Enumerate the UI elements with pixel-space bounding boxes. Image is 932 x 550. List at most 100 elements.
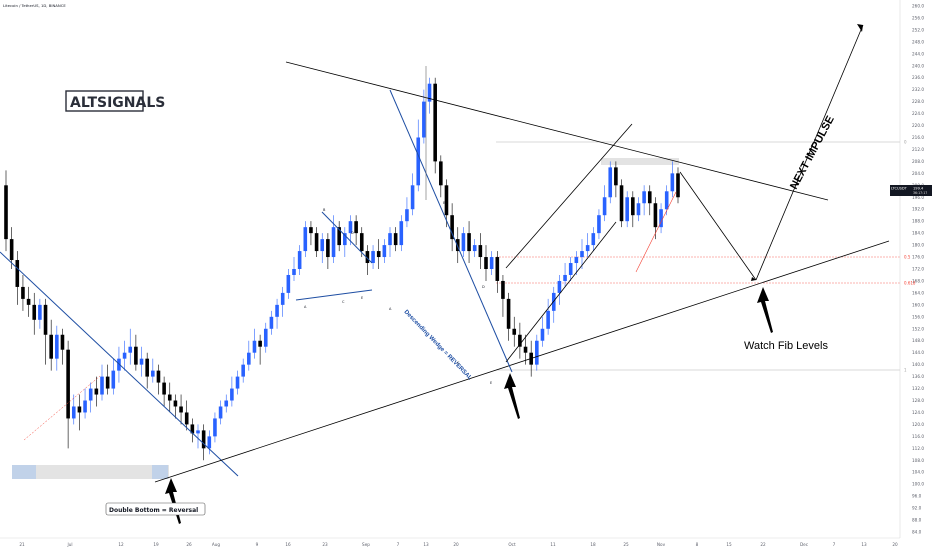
candle xyxy=(444,179,449,228)
candle xyxy=(631,191,635,228)
candle-body xyxy=(506,298,511,329)
candle xyxy=(43,298,48,365)
candle xyxy=(405,197,409,228)
candle-body xyxy=(608,167,613,198)
price-tick-label: 188.0 xyxy=(912,219,924,224)
candle xyxy=(563,263,567,287)
candle xyxy=(252,328,257,359)
candle-body xyxy=(455,239,460,252)
candle xyxy=(371,245,375,269)
candle xyxy=(320,233,325,264)
candle xyxy=(540,316,545,347)
candle-body xyxy=(602,197,607,216)
candle xyxy=(348,215,353,246)
projection-down-line xyxy=(679,171,757,281)
fib-level-label: 0 xyxy=(904,139,907,144)
candle xyxy=(9,227,14,269)
candle xyxy=(557,274,562,305)
watermark-text: ALTSIGNALS xyxy=(70,95,165,111)
candle-body xyxy=(269,316,274,329)
candle-body xyxy=(354,221,358,234)
price-tick-label: 208.0 xyxy=(912,159,924,164)
candle-body xyxy=(309,227,313,234)
candle xyxy=(467,221,471,264)
candle-body xyxy=(235,376,240,389)
candle-body xyxy=(625,197,629,222)
candle-body xyxy=(258,340,262,347)
time-tick-label: Nov xyxy=(657,542,666,547)
candle xyxy=(303,221,308,258)
candle-body xyxy=(292,269,296,275)
candle xyxy=(117,346,121,383)
candle-body xyxy=(670,173,675,192)
candle xyxy=(77,394,82,431)
candle-body xyxy=(450,215,454,240)
triangle-label-e: E xyxy=(361,296,363,300)
candle xyxy=(551,286,556,323)
candle xyxy=(625,191,629,228)
candle-body xyxy=(105,376,110,389)
candle xyxy=(179,394,183,425)
candle-body xyxy=(388,233,392,246)
candle-body xyxy=(117,358,121,371)
candle xyxy=(591,227,596,252)
channel-lower-line xyxy=(505,221,617,363)
price-tick-label: 204.0 xyxy=(912,171,924,176)
candle xyxy=(597,209,601,240)
wedge-label-d: D xyxy=(482,285,485,289)
fib-levels: 0 0.5 0.618 1 xyxy=(12,139,916,479)
price-tag-countdown: 36:17:17 xyxy=(913,191,927,195)
candle xyxy=(247,340,251,371)
candle xyxy=(580,239,584,269)
candle xyxy=(213,412,217,443)
candlestick-series xyxy=(4,77,680,461)
candle-body xyxy=(263,328,268,347)
candle xyxy=(585,233,590,258)
candle-body xyxy=(393,233,398,246)
candle-body xyxy=(444,185,449,216)
candle-body xyxy=(314,233,319,252)
candle-body xyxy=(49,334,53,359)
candle xyxy=(376,239,381,269)
candle-body xyxy=(196,430,200,434)
candle-body xyxy=(26,298,31,305)
candle xyxy=(670,161,675,198)
candle xyxy=(653,197,658,240)
candle-body xyxy=(551,292,556,311)
price-tick-label: 108.0 xyxy=(912,458,924,463)
candle xyxy=(455,227,460,264)
price-tick-label: 132.0 xyxy=(912,386,924,391)
candle-body xyxy=(66,349,70,419)
price-tick-label: 228.0 xyxy=(912,99,924,104)
time-tick-label: 9 xyxy=(256,542,259,547)
candle-body xyxy=(241,364,245,377)
time-tick-label: 18 xyxy=(590,542,596,547)
candle-body xyxy=(495,257,500,281)
candle-body xyxy=(523,346,528,353)
candle-body xyxy=(642,191,646,204)
candle-body xyxy=(179,406,183,413)
candle xyxy=(326,233,330,269)
candle-body xyxy=(134,346,138,365)
downtrend-line-left xyxy=(0,251,239,477)
price-tick-label: 176.0 xyxy=(912,255,924,260)
wedge-label-b: B xyxy=(443,201,446,205)
candle xyxy=(337,221,341,252)
candle xyxy=(88,382,93,413)
price-tick-label: 128.0 xyxy=(912,398,924,403)
candle-body xyxy=(224,400,229,407)
price-axis: 260.0 256.0 252.0 248.0 244.0 240.0 236.0 232.0… xyxy=(899,0,924,538)
candle xyxy=(427,77,432,114)
candle xyxy=(422,89,426,144)
candle xyxy=(535,334,539,371)
candle-body xyxy=(94,388,99,395)
candle-body xyxy=(348,221,353,234)
candle-body xyxy=(184,412,189,425)
wedge-label-e: E xyxy=(490,381,492,385)
triangle-label-a: A xyxy=(304,305,307,309)
support-zone xyxy=(12,465,169,479)
candle xyxy=(546,298,550,335)
candle xyxy=(196,424,200,449)
candle xyxy=(100,364,104,401)
